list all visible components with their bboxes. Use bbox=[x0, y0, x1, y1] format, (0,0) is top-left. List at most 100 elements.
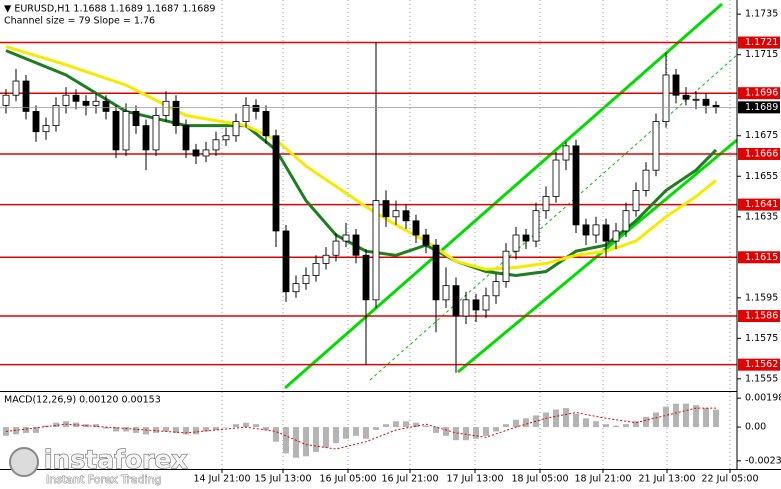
macd-bar bbox=[553, 409, 559, 428]
level-label: 1.1615 bbox=[745, 252, 778, 263]
macd-bar bbox=[303, 427, 309, 457]
y-tick-label: 1.1675 bbox=[745, 130, 778, 141]
candle-body bbox=[72, 94, 80, 102]
macd-bar bbox=[173, 427, 179, 433]
watermark: instaforex Instant Forex Trading bbox=[9, 444, 188, 486]
macd-bar bbox=[13, 427, 19, 435]
macd-bar bbox=[103, 427, 109, 429]
candle-body bbox=[392, 210, 400, 218]
macd-bar bbox=[153, 427, 159, 433]
macd-bar bbox=[113, 427, 119, 432]
macd-bar bbox=[683, 403, 689, 428]
candle-body bbox=[32, 111, 40, 133]
macd-bar bbox=[333, 427, 339, 444]
candle-body bbox=[672, 74, 680, 96]
y-tick-label: 1.1595 bbox=[745, 292, 778, 303]
x-tick-label: 18 Jul 21:00 bbox=[575, 474, 632, 485]
chart-subtitle: Channel size = 79 Slope = 1.76 bbox=[4, 16, 155, 27]
macd-bar bbox=[33, 427, 39, 433]
macd-bar bbox=[253, 424, 259, 428]
level-label: 1.1696 bbox=[745, 88, 778, 99]
candle-body bbox=[272, 135, 280, 232]
macd-bar bbox=[453, 427, 459, 441]
candle-body bbox=[702, 98, 710, 106]
macd-bar bbox=[663, 406, 669, 428]
y-tick-label: 0.00 bbox=[745, 422, 766, 433]
y-tick-label: 1.1575 bbox=[745, 333, 778, 344]
macd-bar bbox=[93, 424, 99, 428]
macd-bar bbox=[513, 419, 519, 428]
candle-body bbox=[612, 230, 620, 242]
macd-bar bbox=[493, 427, 499, 432]
macd-bar bbox=[603, 424, 609, 428]
candle-body bbox=[212, 139, 220, 151]
candle-body bbox=[172, 100, 180, 127]
candle-body bbox=[602, 224, 610, 242]
candle-body bbox=[452, 285, 460, 317]
candle-body bbox=[162, 100, 170, 116]
x-tick-label: 14 Jul 21:00 bbox=[194, 474, 251, 485]
macd-bar bbox=[433, 427, 439, 433]
candle-body bbox=[662, 74, 670, 122]
candle-body bbox=[182, 125, 190, 151]
macd-bar bbox=[123, 427, 129, 432]
candle-body bbox=[482, 295, 490, 311]
macd-bar bbox=[643, 416, 649, 428]
y-tick-label: -0.00231 bbox=[745, 455, 781, 466]
candle-body bbox=[442, 285, 450, 301]
macd-bar bbox=[713, 409, 719, 428]
candle-body bbox=[292, 283, 300, 293]
candle-body bbox=[412, 220, 420, 236]
macd-bar bbox=[363, 427, 369, 439]
candle-body bbox=[502, 250, 510, 283]
candle-body bbox=[342, 234, 350, 242]
candle-body bbox=[262, 111, 270, 137]
candle-body bbox=[62, 94, 70, 106]
candle-body bbox=[282, 230, 290, 293]
y-tick-label: 0.00198 bbox=[745, 393, 781, 404]
macd-bar bbox=[543, 412, 549, 428]
candle-body bbox=[382, 200, 390, 218]
candle-body bbox=[642, 169, 650, 191]
macd-bar bbox=[383, 424, 389, 428]
candle-body bbox=[122, 111, 130, 151]
level-label: 1.1666 bbox=[745, 148, 778, 159]
macd-bar bbox=[673, 403, 679, 428]
macd-bar bbox=[293, 427, 299, 458]
y-tick-label: 1.1555 bbox=[745, 373, 778, 384]
level-label-box bbox=[738, 147, 780, 160]
macd-bar bbox=[593, 421, 599, 428]
macd-bar bbox=[693, 405, 699, 428]
candle-body bbox=[332, 240, 340, 256]
candle-body bbox=[552, 159, 560, 197]
tagline: Instant Forex Trading bbox=[46, 473, 162, 486]
macd-bar bbox=[243, 422, 249, 428]
macd-bar bbox=[623, 424, 629, 428]
candle-body bbox=[472, 299, 480, 311]
macd-bar bbox=[273, 427, 279, 442]
macd-bar bbox=[563, 408, 569, 428]
candle-body bbox=[522, 234, 530, 242]
y-tick-label: 1.1655 bbox=[745, 171, 778, 182]
candle-body bbox=[622, 210, 630, 232]
candle-body bbox=[12, 80, 20, 96]
macd-bar bbox=[483, 427, 489, 436]
candle-body bbox=[152, 115, 160, 151]
macd-bar bbox=[463, 427, 469, 441]
x-tick-label: 16 Jul 21:00 bbox=[382, 474, 439, 485]
macd-bar bbox=[503, 424, 509, 428]
macd-bar bbox=[53, 422, 59, 428]
candle-body bbox=[302, 275, 310, 285]
macd-bar bbox=[233, 424, 239, 428]
candle-body bbox=[492, 281, 500, 297]
y-tick-label: 1.1635 bbox=[745, 211, 778, 222]
current-price-box bbox=[738, 101, 780, 114]
level-label: 1.1641 bbox=[745, 199, 778, 210]
macd-bar bbox=[423, 425, 429, 428]
candle-body bbox=[112, 111, 120, 151]
candle-body bbox=[402, 210, 410, 222]
candle-body bbox=[562, 145, 570, 161]
candle-body bbox=[202, 149, 210, 157]
macd-bar bbox=[143, 427, 149, 435]
candle-body bbox=[222, 135, 230, 141]
